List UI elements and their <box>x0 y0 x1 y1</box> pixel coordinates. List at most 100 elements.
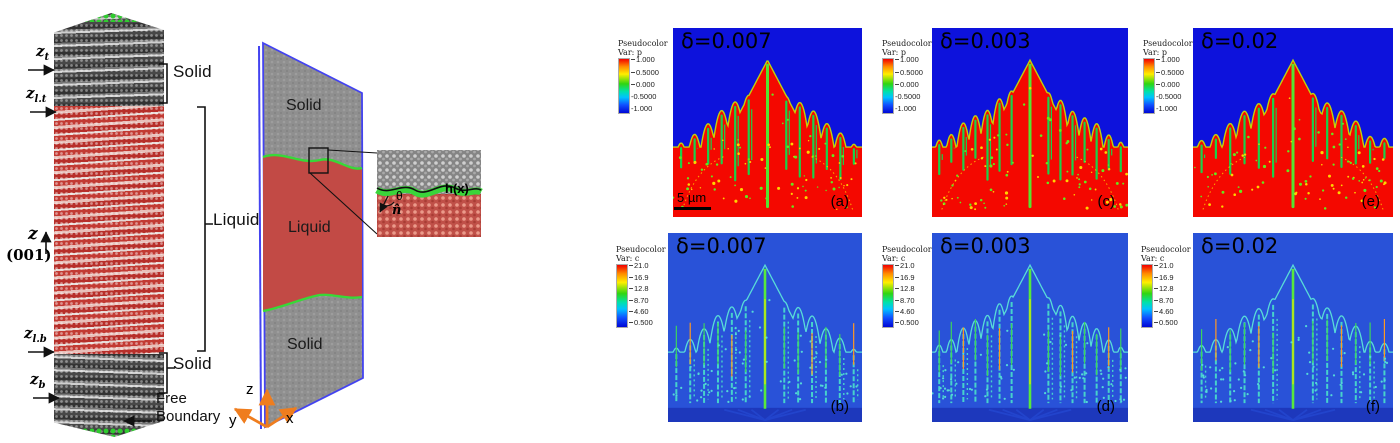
contact-angle-label: θ <box>396 189 403 203</box>
colorbar-tick: 21.0 <box>895 261 919 270</box>
slab-left-edge <box>258 45 262 430</box>
colorbar-tick-label: 4.60 <box>1159 306 1174 316</box>
legend-colorbar-row: 21.0 16.9 12.8 8.70 4.60 0.500 <box>1141 261 1199 329</box>
colorbar-tick: 1.000 <box>631 55 659 64</box>
colorbar-tick: 0.000 <box>1156 80 1184 89</box>
md-snapshot-panel: zt zl.t z (001) zl.b zb Solid Liquid Sol… <box>0 0 259 443</box>
colorbar-tick: 4.60 <box>895 307 919 316</box>
delta-label-c: δ=0.003 <box>940 29 1031 53</box>
colorbar-tick-dash <box>895 322 899 324</box>
colorbar-tick-dash <box>1154 288 1158 290</box>
colorbar-tick-label: 0.5000 <box>900 67 923 77</box>
colorbar <box>1141 264 1153 329</box>
z-axis-text: z <box>246 381 254 398</box>
liquid-region-atoms <box>54 106 164 355</box>
pseudocolor-field-e <box>1193 28 1393 217</box>
colorbar-tick-label: 4.60 <box>634 306 649 316</box>
legend-title: Pseudocolor <box>616 245 666 254</box>
colorbar-tick: 0.000 <box>631 80 659 89</box>
scale-bar <box>674 207 711 210</box>
marker-z-liquid-bottom: zl.b <box>24 324 47 345</box>
zoom-rectangle <box>308 147 329 174</box>
colorbar-tick-dash <box>631 59 635 61</box>
colorbar-tick: 16.9 <box>895 273 919 282</box>
x-axis-text: x <box>286 410 294 427</box>
colorbar-ticks: 21.0 16.9 12.8 8.70 4.60 0.500 <box>1154 261 1178 327</box>
slab-solid-bottom-label: Solid <box>287 336 323 353</box>
colorbar-tick-label: 1.000 <box>1161 55 1180 65</box>
colorbar-tick: 21.0 <box>629 261 653 270</box>
slab-solid-top-label: Solid <box>286 97 322 114</box>
delta-label-d: δ=0.003 <box>940 234 1031 258</box>
delta-label-f: δ=0.02 <box>1201 234 1279 258</box>
colorbar-tick-label: 1.000 <box>900 55 919 65</box>
colorbar-tick-dash <box>1156 59 1160 61</box>
colorbar-tick: 8.70 <box>629 296 653 305</box>
legend-title: Pseudocolor <box>1143 39 1193 48</box>
colorbar <box>616 264 628 329</box>
solid-top-bracket <box>159 63 168 104</box>
sim-panel-b: δ=0.007 (b) <box>668 233 862 422</box>
colorbar-tick-label: 1.000 <box>636 55 655 65</box>
top-interface-line <box>262 153 363 170</box>
crystal-plane-label: (001) <box>6 246 52 264</box>
colorbar-tick-label: 21.0 <box>1159 261 1174 271</box>
colorbar-tick-dash <box>895 310 899 312</box>
colorbar-tick: 8.70 <box>895 296 919 305</box>
slab-liquid-label: Liquid <box>288 219 331 236</box>
height-function-label: h(x) <box>445 181 469 196</box>
colorbar-tick: 0.5000 <box>895 68 923 77</box>
colorbar <box>882 58 894 115</box>
colorbar <box>882 264 894 329</box>
legend-colorbar-row: 21.0 16.9 12.8 8.70 4.60 0.500 <box>882 261 940 329</box>
colorbar-tick: 0.5000 <box>631 68 659 77</box>
legend-var: Var: c <box>1141 254 1165 264</box>
colorbar-tick-label: 0.500 <box>900 318 919 328</box>
legend-title: Pseudocolor <box>1141 245 1191 254</box>
colorbar-tick-dash <box>1154 265 1158 267</box>
colorbar-tick: 16.9 <box>629 273 653 282</box>
legend-title: Pseudocolor <box>882 245 932 254</box>
marker-z-liquid-top: zl.t <box>26 84 47 105</box>
panel-letter-f: (f) <box>1365 398 1380 415</box>
legend-var: Var: p <box>618 48 642 58</box>
colorbar-tick-dash <box>895 276 899 278</box>
y-axis-arrow <box>233 407 268 429</box>
colorbar-tick-dash <box>895 299 899 301</box>
colorbar-tick-label: -0.5000 <box>1156 92 1182 102</box>
pseudocolor-field-b <box>668 233 862 422</box>
colorbar-tick-label: -1.000 <box>1156 104 1178 114</box>
normal-vector-label: n̂ <box>392 203 402 218</box>
panel-letter-e: (e) <box>1361 193 1380 210</box>
bottom-interface-line <box>262 293 363 313</box>
colorbar-tick: 21.0 <box>1154 261 1178 270</box>
x-axis-arrow <box>266 406 298 429</box>
colorbar-legend-d: Pseudocolor Var: c 21.0 16.9 12.8 8.70 4.60 0.5… <box>882 245 940 329</box>
colorbar-tick-dash <box>631 71 635 73</box>
free-boundary-label-line2: Boundary <box>156 408 221 425</box>
colorbar-tick: 4.60 <box>1154 307 1178 316</box>
slab-graphic <box>233 41 483 430</box>
colorbar-tick: -0.5000 <box>631 92 659 101</box>
liquid-bracket <box>197 106 213 352</box>
colorbar-tick-dash <box>895 265 899 267</box>
colorbar-tick-dash <box>629 265 633 267</box>
colorbar-legend-a: Pseudocolor Var: p 1.000 0.5000 0.000 -0.5000… <box>618 39 676 115</box>
free-boundary-label-line1: Free <box>156 390 187 407</box>
delta-label-b: δ=0.007 <box>676 234 767 258</box>
colorbar <box>618 58 630 115</box>
colorbar-tick: 0.500 <box>895 318 919 327</box>
colorbar-ticks: 1.000 0.5000 0.000 -0.5000 -1.000 <box>631 55 659 113</box>
coordinate-axes <box>233 388 298 429</box>
colorbar-tick-label: 8.70 <box>900 295 915 305</box>
legend-var: Var: c <box>616 254 640 264</box>
colorbar-tick-dash <box>629 288 633 290</box>
free-surface-atoms-top <box>54 13 164 22</box>
colorbar-tick: -0.5000 <box>1156 92 1184 101</box>
colorbar-legend-b: Pseudocolor Var: c 21.0 16.9 12.8 8.70 4.60 0.5… <box>616 245 674 329</box>
zoom-connector-top <box>327 149 378 154</box>
colorbar-tick: 16.9 <box>1154 273 1178 282</box>
solid-top-label: Solid <box>173 62 212 81</box>
colorbar-tick-dash <box>1154 322 1158 324</box>
